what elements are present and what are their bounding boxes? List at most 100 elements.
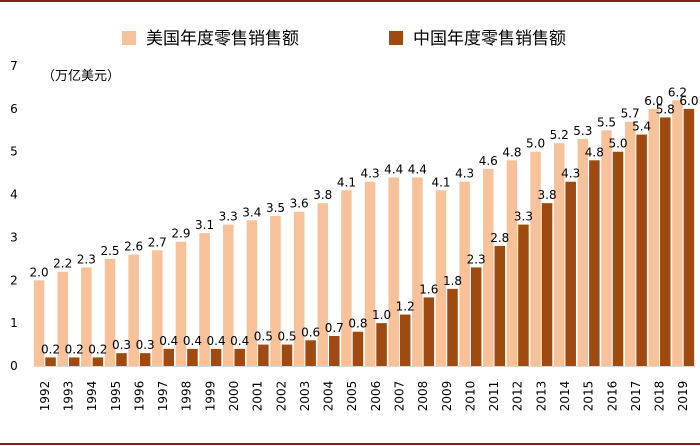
x-tick-label-1999: 1999 [203,381,217,412]
x-tick-label-1998: 1998 [180,381,194,412]
y-axis: 0 1 2 3 4 5 6 7 [10,59,18,373]
bar-us-1996 [128,254,139,366]
legend-label-china: 中国年度零售销售额 [413,29,566,49]
bar-us-1993 [57,271,68,366]
bar-us-2002 [270,216,281,366]
data-label-us-2019: 6.2 [668,85,687,99]
bar-china-1994 [92,357,104,366]
bar-us-2005 [341,190,352,366]
data-label-us-2001: 3.4 [242,205,261,219]
x-tick-label-1993: 1993 [61,381,75,412]
bar-us-1999 [199,233,210,366]
x-tick-label-2012: 2012 [511,381,525,412]
data-label-us-2009: 4.1 [431,175,450,189]
bar-us-2018 [648,108,660,366]
bar-china-2011 [494,246,506,366]
y-tick-label: 0 [10,359,18,373]
data-label-china-2014: 4.3 [561,167,580,181]
bar-china-2013 [541,203,553,366]
data-label-china-1995: 0.3 [112,338,131,352]
x-tick-label-2016: 2016 [605,381,619,412]
bar-us-2013 [530,151,541,366]
x-tick-label-1994: 1994 [85,381,99,412]
bar-china-2009 [447,288,458,366]
bar-us-2014 [553,143,565,366]
x-tick-label-1996: 1996 [132,381,146,412]
x-tick-label-2014: 2014 [558,381,572,412]
bar-china-1999 [210,348,222,366]
bar-china-2016 [612,151,624,366]
data-label-us-1992: 2.0 [30,265,49,279]
data-label-china-2017: 5.4 [632,120,651,134]
x-tick-label-2004: 2004 [322,381,336,412]
bar-us-1998 [175,241,187,366]
data-label-china-1998: 0.4 [183,334,202,348]
bar-us-2009 [435,190,447,366]
bar-us-2007 [388,177,399,366]
x-tick-label-2000: 2000 [227,381,241,412]
x-tick-label-2006: 2006 [369,381,383,412]
data-label-china-2001: 0.5 [254,330,273,344]
x-tick-label-2002: 2002 [274,381,288,412]
x-tick-label-1992: 1992 [38,381,52,412]
bar-us-2016 [601,130,612,366]
y-tick-label: 3 [10,230,18,244]
bar-china-1993 [68,357,80,366]
bar-china-1997 [163,348,175,366]
legend: 美国年度零售销售额 中国年度零售销售额 [122,29,566,49]
x-tick-label-2003: 2003 [298,381,312,412]
data-label-china-1996: 0.3 [136,338,155,352]
data-label-us-1994: 2.3 [77,252,96,266]
y-tick-label: 1 [10,316,18,330]
x-tick-label-2010: 2010 [463,381,477,412]
data-label-china-2015: 4.8 [585,145,604,159]
bar-china-2002 [281,344,293,366]
x-tick-label-2007: 2007 [392,381,406,412]
data-label-china-2019: 6.0 [679,94,698,108]
legend-swatch-china [389,31,403,45]
data-label-china-2010: 2.3 [467,252,486,266]
data-label-china-1999: 0.4 [207,334,226,348]
data-label-us-2002: 3.5 [266,201,285,215]
bar-us-2000 [222,224,234,366]
data-label-us-2004: 3.8 [313,188,332,202]
data-label-us-2000: 3.3 [219,210,238,224]
y-tick-label: 4 [10,188,18,202]
bars [33,100,695,367]
data-label-us-2005: 4.1 [337,175,356,189]
data-label-us-2008: 4.4 [408,162,427,176]
top-border [0,0,700,2]
data-label-us-2015: 5.3 [573,124,592,138]
bar-us-2011 [483,168,494,366]
data-label-china-1992: 0.2 [41,342,60,356]
data-label-china-2004: 0.7 [325,321,344,335]
x-tick-label-2018: 2018 [653,381,667,412]
data-label-us-2014: 5.2 [550,128,569,142]
bar-china-2019 [683,108,695,366]
bar-china-2017 [636,134,647,366]
unit-label: （万亿美元） [42,69,120,84]
bar-china-2006 [376,323,387,366]
bar-us-2012 [506,160,518,366]
data-label-china-2013: 3.8 [538,188,557,202]
data-label-us-1999: 3.1 [195,218,214,232]
bar-china-1992 [45,357,56,366]
bar-china-2012 [518,224,529,366]
data-label-china-2008: 1.6 [419,282,438,296]
bar-us-1992 [33,280,45,366]
bar-china-2000 [234,348,245,366]
data-label-us-2016: 5.5 [597,115,616,129]
data-label-us-2007: 4.4 [384,162,403,176]
x-tick-label-2001: 2001 [251,381,265,412]
bar-us-2019 [672,100,683,367]
data-label-us-1995: 2.5 [100,244,119,258]
x-tick-label-2017: 2017 [629,381,643,412]
data-label-china-2011: 2.8 [490,231,509,245]
x-tick-label-2009: 2009 [440,381,454,412]
data-label-china-2006: 1.0 [372,308,391,322]
bar-us-2004 [317,203,329,366]
bar-china-2003 [305,340,316,366]
bar-china-1996 [139,353,151,366]
bar-china-1995 [116,353,127,366]
